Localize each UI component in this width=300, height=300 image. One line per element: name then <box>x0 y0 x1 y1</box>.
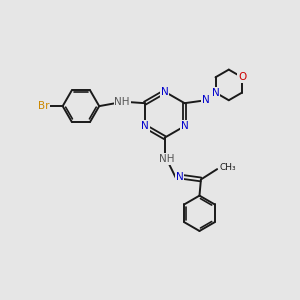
Text: N: N <box>181 121 188 131</box>
Text: O: O <box>238 72 246 82</box>
Text: N: N <box>212 88 219 98</box>
Text: CH₃: CH₃ <box>220 163 236 172</box>
Text: N: N <box>161 87 169 97</box>
Text: N: N <box>141 121 149 131</box>
Text: N: N <box>176 172 183 182</box>
Text: Br: Br <box>38 101 49 111</box>
Text: NH: NH <box>159 154 174 164</box>
Text: NH: NH <box>114 97 130 107</box>
Text: N: N <box>202 95 210 105</box>
